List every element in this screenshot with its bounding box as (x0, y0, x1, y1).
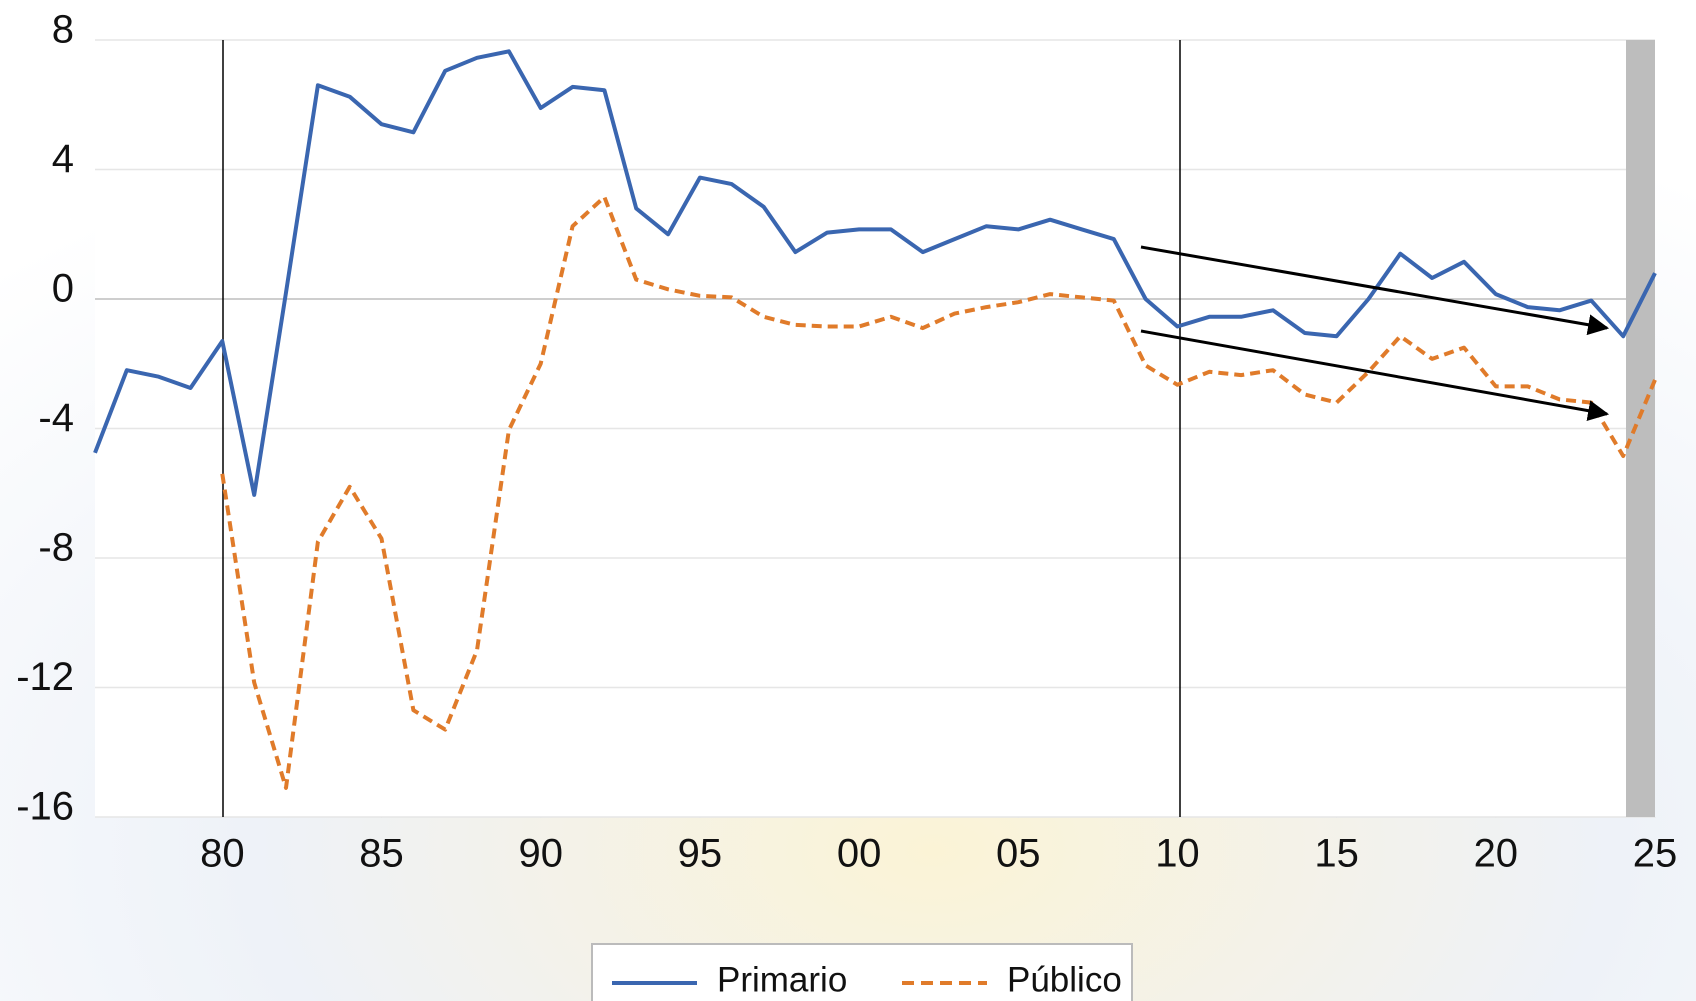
shaded-band (1626, 40, 1655, 817)
legend-label: Primario (717, 960, 847, 999)
x-tick-label: 25 (1633, 832, 1678, 876)
x-tick-label: 95 (678, 832, 723, 876)
y-tick-label: 4 (52, 137, 74, 181)
y-tick-label: 0 (52, 267, 74, 311)
x-tick-label: 90 (518, 832, 563, 876)
y-tick-label: -8 (38, 526, 74, 570)
x-tick-label: 05 (996, 832, 1041, 876)
legend-label: Público (1007, 960, 1122, 999)
x-tick-label: 20 (1474, 832, 1519, 876)
x-tick-label: 85 (359, 832, 404, 876)
series-line (93, 49, 1657, 497)
x-tick-label: 80 (200, 832, 245, 876)
x-tick-label: 15 (1314, 832, 1359, 876)
y-tick-label: -4 (38, 396, 74, 440)
legend: Primario Público (591, 943, 1133, 1001)
y-tick-label: -12 (16, 655, 74, 699)
legend-box (591, 943, 1133, 1001)
series-line (220, 195, 1657, 790)
x-tick-label: 10 (1155, 832, 1200, 876)
y-tick-label: -16 (16, 785, 74, 829)
trend-arrow (1140, 329, 1610, 422)
x-tick-label: 00 (837, 832, 882, 876)
y-tick-label: 8 (52, 8, 74, 52)
trend-arrow (1140, 245, 1610, 336)
